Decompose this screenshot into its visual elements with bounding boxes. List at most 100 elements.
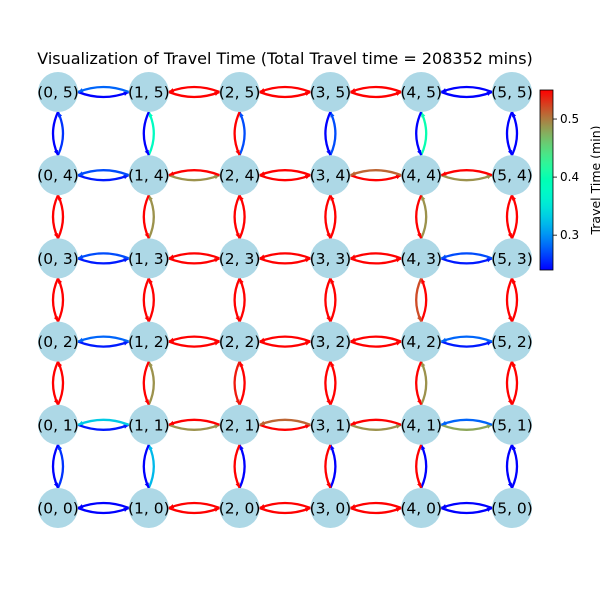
edge-2-0-to-2-1 (238, 444, 246, 489)
edge-4-5-to-4-4 (415, 111, 423, 156)
edge-0-4-to-1-4 (77, 174, 130, 182)
edge-3-2-to-3-1 (324, 361, 332, 406)
node-2-1 (219, 404, 260, 445)
edge-0-3-to-1-3-arrowhead (123, 258, 129, 263)
edge-4-5-to-3-5-arrowhead (350, 88, 356, 93)
edge-4-3-to-4-4-arrowhead (421, 195, 426, 201)
node-label-2-3: (2, 3) (219, 250, 261, 268)
edge-5-3-to-4-3-arrowhead (441, 254, 447, 259)
edge-1-0-to-0-0-arrowhead (78, 504, 84, 509)
edge-2-5-to-2-4 (233, 111, 241, 156)
edge-1-1-to-0-1 (77, 418, 130, 426)
colorbar-tick-label: 0.4 (560, 170, 579, 184)
edge-5-0-to-5-1-arrowhead (512, 444, 517, 451)
edge-2-2-to-2-1-arrowhead (235, 399, 240, 405)
edge-2-5-to-3-5 (259, 90, 311, 99)
node-label-0-2: (0, 2) (37, 333, 79, 351)
node-label-5-4: (5, 4) (491, 167, 533, 185)
edge-1-4-to-0-4 (77, 169, 130, 177)
edge-3-1-to-4-1 (349, 423, 402, 431)
edge-3-5-to-4-5-arrowhead (395, 91, 402, 96)
edge-3-4-to-2-4-arrowhead (259, 171, 266, 176)
edge-3-3-to-3-4 (329, 194, 337, 239)
edge-5-4-to-5-3-arrowhead (507, 232, 512, 239)
edge-2-3-to-3-3-arrowhead (304, 258, 311, 263)
node-2-2 (219, 321, 260, 362)
edge-3-1-to-4-1-arrowhead (395, 424, 402, 429)
edge-3-2-to-2-2-arrowhead (259, 337, 266, 342)
node-label-3-4: (3, 4) (310, 167, 352, 185)
edge-2-1-to-2-2-arrowhead (239, 361, 244, 368)
node-5-0 (492, 488, 532, 528)
edge-2-2-to-1-2-arrowhead (168, 337, 175, 342)
edge-4-2-to-4-3 (420, 277, 428, 323)
edge-1-3-to-0-3-arrowhead (78, 254, 84, 259)
node-3-5 (310, 72, 351, 112)
node-1-3 (128, 238, 169, 279)
edge-1-1-to-1-0-arrowhead (144, 482, 149, 488)
edge-4-2-to-3-2-arrowhead (350, 337, 356, 342)
edge-1-5-to-1-4 (142, 111, 150, 156)
edge-2-0-to-2-1-arrowhead (239, 444, 244, 451)
edge-2-0-to-1-0 (168, 501, 221, 510)
edge-4-0-to-4-1-arrowhead (421, 444, 426, 451)
edge-5-0-to-4-0-arrowhead (441, 504, 447, 509)
edge-1-4-to-1-5 (147, 111, 155, 156)
edge-3-5-to-2-5-arrowhead (259, 88, 266, 93)
node-1-2 (128, 321, 169, 362)
edge-1-3-to-2-3-arrowhead (214, 258, 220, 263)
edge-5-3-to-5-2-arrowhead (507, 316, 512, 322)
edge-4-4-to-4-5-arrowhead (421, 112, 426, 118)
edge-2-2-to-3-2-arrowhead (304, 341, 311, 346)
edge-1-0-to-1-1-arrowhead (148, 444, 153, 451)
edge-2-4-to-2-3 (233, 194, 241, 239)
edge-1-2-to-0-2-arrowhead (78, 337, 84, 342)
edge-4-1-to-4-0-arrowhead (417, 482, 422, 488)
node-5-2 (492, 321, 532, 362)
edge-1-5-to-1-4-arrowhead (144, 149, 149, 156)
edge-2-1-to-2-0-arrowhead (235, 482, 240, 488)
edge-0-0-to-0-1-arrowhead (58, 444, 63, 451)
edge-3-5-to-2-5 (259, 85, 311, 94)
edge-4-4-to-4-5 (420, 111, 428, 156)
edge-4-1-to-4-2-arrowhead (421, 361, 426, 368)
edge-5-2-to-5-1 (505, 361, 514, 406)
edge-2-5-to-1-5 (168, 85, 221, 94)
node-label-1-4: (1, 4) (128, 167, 170, 185)
edge-0-4-to-1-4-arrowhead (123, 174, 129, 180)
edge-1-3-to-1-4 (147, 194, 155, 239)
edge-3-3-to-3-4-arrowhead (330, 195, 335, 201)
edge-1-2-to-1-1-arrowhead (144, 399, 149, 405)
colorbar-gradient (539, 89, 554, 271)
edge-2-1-to-2-2 (238, 361, 246, 406)
edge-5-2-to-5-3-arrowhead (512, 278, 517, 284)
edge-4-2-to-5-2 (440, 340, 493, 348)
edge-0-1-to-0-2-arrowhead (58, 361, 63, 368)
edge-1-1-to-1-0 (142, 444, 150, 489)
edge-0-5-to-0-4 (51, 111, 60, 156)
edge-0-2-to-0-3 (56, 277, 65, 323)
edge-5-2-to-5-1-arrowhead (507, 399, 512, 405)
colorbar: 0.3 0.4 0.5 Travel Time (min) (539, 89, 600, 271)
edge-3-3-to-4-3 (349, 257, 402, 265)
edge-1-4-to-2-4-arrowhead (214, 174, 220, 180)
edge-1-2-to-1-1 (142, 361, 150, 406)
edge-3-0-to-2-0-arrowhead (259, 504, 266, 509)
edge-2-3-to-2-2 (233, 277, 241, 323)
edge-0-1-to-0-0 (51, 444, 60, 489)
figure-title: Visualization of Travel Time (Total Trav… (37, 49, 533, 68)
node-4-2 (401, 321, 442, 362)
edge-2-0-to-3-0 (259, 506, 311, 515)
node-1-0 (128, 488, 169, 528)
edge-2-3-to-1-3 (168, 252, 221, 260)
node-5-5 (492, 72, 532, 112)
node-5-4 (492, 155, 532, 196)
edge-3-5-to-3-4-arrowhead (326, 149, 331, 156)
edge-2-3-to-2-2-arrowhead (235, 316, 240, 322)
edge-3-0-to-3-1 (329, 444, 337, 489)
edge-2-2-to-2-3-arrowhead (239, 278, 244, 284)
node-label-5-2: (5, 2) (491, 333, 533, 351)
edge-3-0-to-3-1-arrowhead (330, 444, 335, 451)
node-label-0-3: (0, 3) (37, 250, 79, 268)
node-label-5-1: (5, 1) (491, 416, 533, 434)
